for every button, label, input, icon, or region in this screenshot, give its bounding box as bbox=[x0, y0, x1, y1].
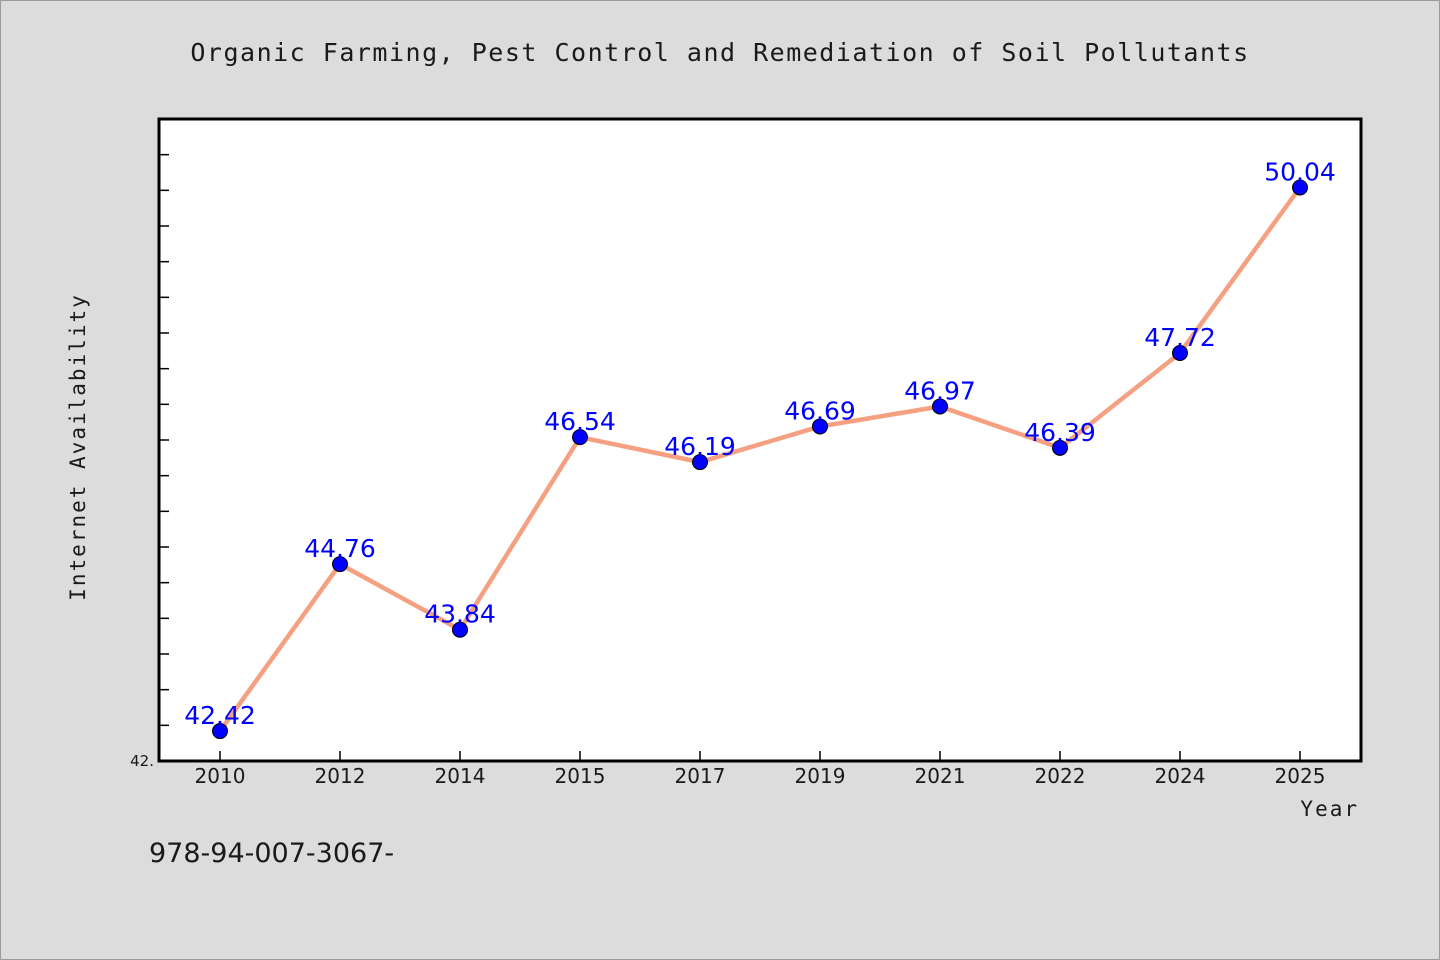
x-tick-label: 2015 bbox=[555, 764, 606, 788]
y-tick-label: 42. bbox=[130, 752, 154, 770]
data-point bbox=[692, 454, 708, 471]
data-point bbox=[212, 723, 228, 740]
x-tick-label: 2025 bbox=[1275, 764, 1326, 788]
series-layer: 42.42 44.76 43.84 46.54 46.19 46.69 46.97 46.39… bbox=[184, 157, 1336, 740]
data-point bbox=[452, 621, 468, 638]
x-tick-label: 2022 bbox=[1035, 764, 1086, 788]
data-point bbox=[932, 398, 948, 415]
x-tick-label: 2012 bbox=[315, 764, 366, 788]
data-label: 46.19 bbox=[664, 432, 736, 461]
data-point bbox=[1052, 439, 1068, 456]
series-line bbox=[217, 185, 1303, 734]
footer-text: 978-94-007-3067- bbox=[149, 838, 394, 869]
x-tick-label: 2021 bbox=[915, 764, 966, 788]
data-point bbox=[1172, 344, 1188, 361]
x-tick-label: 2014 bbox=[435, 764, 486, 788]
data-label: 50.04 bbox=[1264, 157, 1336, 186]
data-label: 46.39 bbox=[1024, 418, 1096, 447]
y-axis-label: Internet Availability bbox=[66, 293, 90, 601]
x-tick-label: 2019 bbox=[795, 764, 846, 788]
data-point bbox=[572, 429, 588, 446]
y-axis-tick-labels: 42. bbox=[130, 752, 154, 770]
x-tick-label: 2010 bbox=[195, 764, 246, 788]
data-label: 46.97 bbox=[904, 376, 976, 405]
data-label: 42.42 bbox=[184, 701, 256, 730]
data-label: 46.54 bbox=[544, 407, 616, 436]
chart-title: Organic Farming, Pest Control and Remedi… bbox=[190, 38, 1249, 67]
x-axis-label: Year bbox=[1300, 797, 1359, 821]
x-axis-tick-labels: 2010 2012 2014 2015 2017 2019 2021 2022 2024 2025 bbox=[195, 764, 1326, 788]
data-point bbox=[1292, 179, 1308, 196]
data-label: 46.69 bbox=[784, 396, 856, 425]
data-label: 47.72 bbox=[1144, 323, 1216, 352]
x-tick-label: 2024 bbox=[1155, 764, 1206, 788]
x-axis-ticks bbox=[219, 751, 1301, 761]
data-point bbox=[812, 418, 828, 435]
data-label: 44.76 bbox=[304, 534, 376, 563]
y-axis-ticks bbox=[159, 153, 169, 727]
x-tick-label: 2017 bbox=[675, 764, 726, 788]
data-point bbox=[332, 556, 348, 573]
data-label: 43.84 bbox=[424, 600, 496, 629]
plot-area bbox=[157, 117, 1363, 763]
